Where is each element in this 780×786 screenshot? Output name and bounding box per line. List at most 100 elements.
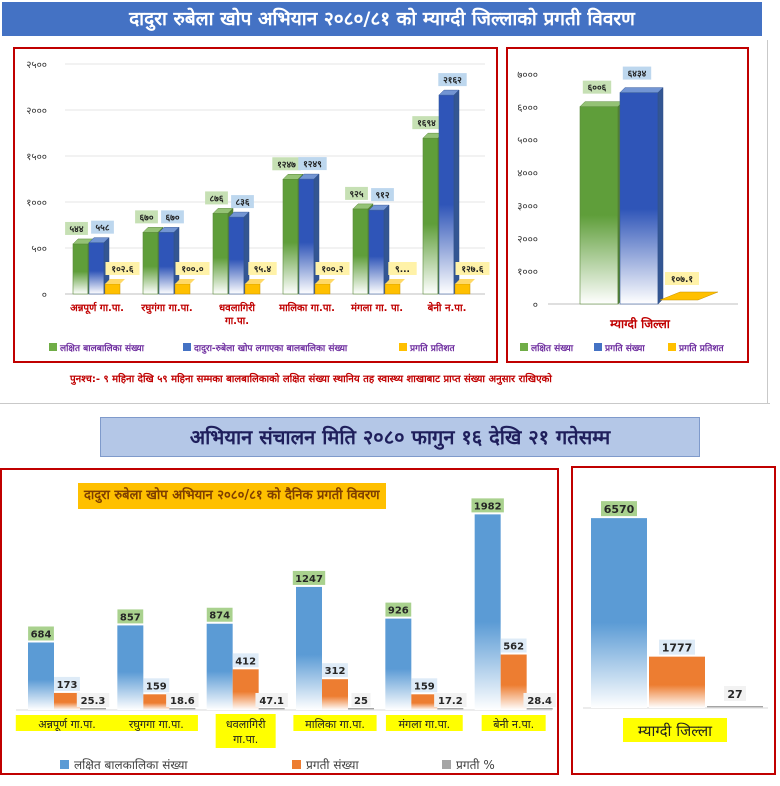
district-bar-0-top bbox=[579, 101, 624, 107]
bar-0-2 bbox=[206, 623, 233, 710]
bar-0-0 bbox=[28, 642, 54, 710]
data-label: 926 bbox=[388, 606, 409, 617]
district-daily-bar-1 bbox=[649, 656, 705, 708]
district-daily-chart-frame: 6570 1777 27 म्याग्दी जिल्ला bbox=[571, 466, 776, 775]
legend-swatch bbox=[49, 343, 57, 351]
data-label: 1777 bbox=[662, 642, 693, 655]
data-label: ९२५ bbox=[349, 190, 363, 200]
data-label: ६७० bbox=[165, 213, 179, 223]
campaign-date-banner: अभियान संचालन मिति २०८० फागुन १६ देखि २१… bbox=[100, 417, 700, 457]
data-label-box bbox=[315, 262, 350, 275]
data-label: २१६२ bbox=[443, 76, 462, 86]
bar-2-1-top bbox=[175, 279, 195, 284]
data-label: 18.6 bbox=[170, 696, 195, 707]
data-label: ८७६ bbox=[209, 194, 223, 204]
data-label-box bbox=[205, 191, 228, 205]
data-label: ८३६ bbox=[235, 198, 249, 208]
data-label: 412 bbox=[235, 656, 256, 667]
data-label-box bbox=[345, 186, 368, 200]
y-tick-label: ० bbox=[533, 300, 538, 311]
data-label-box bbox=[232, 653, 259, 668]
district-bar-1-top bbox=[619, 87, 664, 93]
data-label-box bbox=[471, 498, 504, 513]
bar-2-5-top bbox=[455, 279, 475, 284]
legend-swatch bbox=[183, 343, 191, 351]
x-tick-label: धवलागिरी bbox=[226, 718, 266, 731]
data-label: 6570 bbox=[604, 503, 635, 516]
bar-2-3 bbox=[314, 283, 331, 295]
legend-swatch bbox=[292, 760, 301, 769]
legend-label: लक्षित बालबालिका संख्या bbox=[59, 342, 145, 354]
legend-swatch bbox=[668, 343, 676, 351]
data-label-box bbox=[724, 686, 746, 701]
data-label: १०२.६ bbox=[111, 265, 133, 275]
data-label: 25 bbox=[354, 696, 368, 707]
frame-divider bbox=[0, 403, 770, 404]
y-tick-label: २००० bbox=[26, 106, 47, 117]
district-daily-progress-chart: 6570 1777 27 म्याग्दी जिल्ला bbox=[583, 501, 768, 742]
bar-2-3-top bbox=[315, 279, 335, 284]
x-tick-label: अन्नपूर्ण गा.पा. bbox=[70, 301, 124, 315]
page-title: दादुरा रुबेला खोप अभियान २०८०/८१ को म्या… bbox=[2, 2, 762, 36]
data-label-box bbox=[500, 638, 527, 653]
x-tick-label: बेनी न.पा. bbox=[493, 718, 534, 731]
data-label: ५४४ bbox=[69, 225, 83, 235]
legend-label: प्रगति संख्या bbox=[604, 342, 645, 354]
bar-2-0-top bbox=[105, 279, 125, 284]
data-label-box bbox=[91, 220, 114, 234]
data-label-box bbox=[166, 693, 199, 707]
x-tick-label: बेनी न.पा. bbox=[427, 301, 467, 314]
bar-2-4 bbox=[437, 708, 464, 710]
district-bar-1-side bbox=[657, 86, 664, 305]
y-tick-label: ५००० bbox=[517, 136, 538, 147]
bar-1-4 bbox=[411, 694, 438, 710]
data-label: १२४७ bbox=[277, 160, 296, 170]
legend-swatch bbox=[399, 343, 407, 351]
data-label: 25.3 bbox=[81, 696, 106, 707]
district-bar-0 bbox=[579, 106, 619, 305]
data-label-box bbox=[438, 73, 467, 87]
legend-label: प्रगती संख्या bbox=[306, 758, 359, 772]
bar-1-0 bbox=[88, 242, 105, 295]
x-tick-label: अन्नपूर्ण गा.पा. bbox=[38, 718, 96, 732]
bar-0-0 bbox=[72, 243, 89, 295]
data-label-box bbox=[351, 693, 371, 707]
x-tick-label: रघुगंगा गा.पा. bbox=[140, 302, 192, 314]
data-label: 47.1 bbox=[259, 696, 284, 707]
bar-1-4-side bbox=[383, 204, 390, 295]
district-daily-bar-0 bbox=[591, 518, 647, 708]
x-tick-label: म्याग्दी जिल्ला bbox=[638, 722, 713, 740]
x-tick-highlight bbox=[215, 714, 276, 748]
x-tick-label: गा.पा. bbox=[224, 316, 249, 327]
data-label-box bbox=[371, 188, 394, 202]
data-label: 684 bbox=[31, 629, 52, 640]
y-tick-label: १५०० bbox=[26, 152, 47, 163]
data-label-box bbox=[582, 80, 612, 94]
x-tick-label: म्याग्दी जिल्ला bbox=[609, 317, 671, 331]
bar-1-1 bbox=[143, 694, 170, 710]
y-tick-label: ४००० bbox=[517, 169, 538, 180]
data-label-box bbox=[298, 157, 327, 171]
data-label-box bbox=[523, 693, 556, 707]
data-label-box bbox=[175, 262, 210, 275]
data-label-box bbox=[161, 210, 184, 224]
data-label-box bbox=[76, 693, 110, 707]
data-label-box bbox=[455, 262, 490, 275]
data-label: 1982 bbox=[474, 501, 502, 512]
y-tick-label: ७००० bbox=[517, 70, 538, 81]
bar-0-1 bbox=[117, 625, 144, 710]
data-label: १००.० bbox=[181, 265, 203, 275]
data-label-box bbox=[248, 262, 277, 275]
x-tick-label: गा.पा. bbox=[233, 733, 258, 746]
legend-label: प्रगति प्रतिशत bbox=[678, 342, 724, 354]
data-label: 312 bbox=[325, 666, 346, 677]
bar-2-0 bbox=[80, 708, 106, 710]
bar-2-1 bbox=[174, 283, 191, 295]
x-tick-label: मंगला गा. पा. bbox=[350, 302, 403, 314]
district-bar-2 bbox=[659, 291, 719, 301]
y-tick-label: २००० bbox=[517, 234, 538, 245]
data-label: 17.2 bbox=[438, 696, 463, 707]
bar-2-2-top bbox=[245, 279, 265, 284]
data-label: ९१२ bbox=[375, 191, 389, 201]
